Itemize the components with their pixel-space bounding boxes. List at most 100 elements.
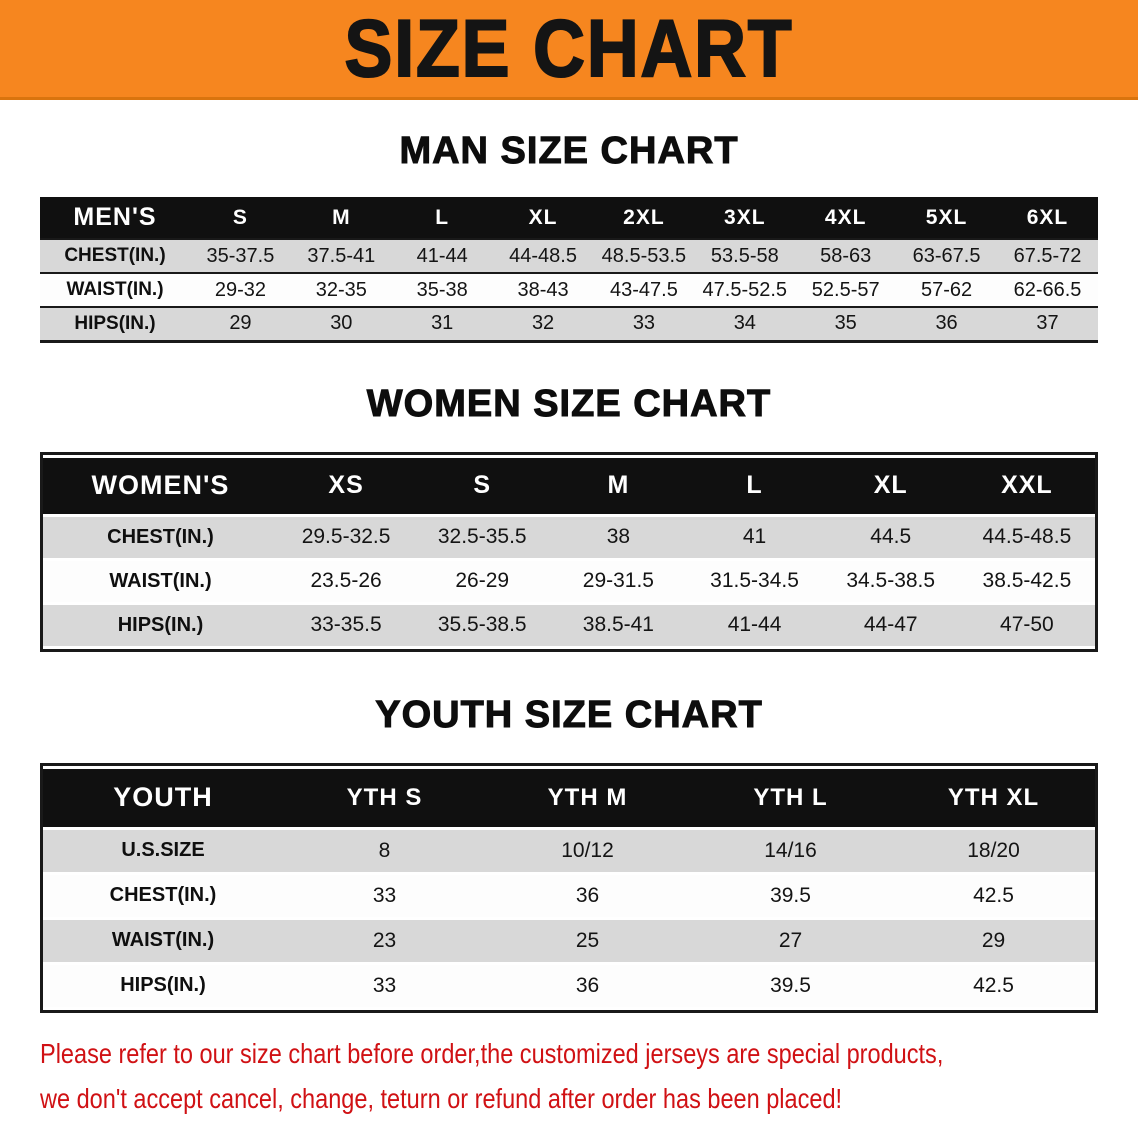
size-label-cell: XL	[873, 471, 908, 499]
women-size-section: WOMEN SIZE CHART WOMEN'S XS S M L XL XXL CHEST(…	[0, 382, 1138, 652]
measurement-label-cell: WAIST(IN.)	[111, 929, 215, 951]
measurement-row: CHEST(IN.) 35-37.5 37.5-41 41-44 44-48.5 48.5…	[40, 239, 1098, 273]
size-label-cell: 6XL	[1026, 205, 1069, 229]
measurement-row: CHEST(IN.) 29.5-32.5 32.5-35.5 38 41 44.5 44.5…	[43, 516, 1095, 558]
size-label-cell: YTH M	[547, 783, 628, 811]
measurement-value-cell: 44.5-48.5	[982, 525, 1072, 548]
measurement-value-cell: 30	[330, 312, 353, 335]
measurement-value-cell: 39.5	[770, 883, 811, 907]
table-title-cell: YOUTH	[113, 782, 213, 812]
measurement-value-cell: 29.5-32.5	[301, 525, 391, 548]
measurement-value-cell: 47.5-52.5	[702, 278, 788, 301]
measurement-label-cell: CHEST(IN.)	[107, 525, 214, 548]
size-label-cell: YTH L	[753, 783, 828, 811]
men-size-table: MEN'S S M L XL 2XL 3XL 4XL 5XL 6XL CHEST(IN.) 35-37…	[40, 197, 1098, 343]
size-label-cell: YTH S	[346, 783, 423, 811]
women-section-heading: WOMEN SIZE CHART	[366, 382, 772, 425]
measurement-value-cell: 36	[575, 973, 600, 997]
measurement-value-cell: 48.5-53.5	[601, 244, 687, 267]
women-size-table: WOMEN'S XS S M L XL XXL CHEST(IN.) 29.5-32.5 32.5…	[40, 451, 1098, 652]
measurement-value-cell: 38	[606, 525, 631, 548]
measurement-value-cell: 27	[778, 928, 803, 952]
men-section-heading: MAN SIZE CHART	[399, 130, 739, 173]
disclaimer-line-2: we don't accept cancel, change, teturn o…	[40, 1082, 843, 1114]
measurement-value-cell: 14/16	[764, 838, 817, 862]
measurement-value-cell: 37	[1036, 312, 1059, 335]
measurement-value-cell: 25	[575, 928, 600, 952]
measurement-value-cell: 35.5-38.5	[437, 613, 527, 636]
disclaimer: Please refer to our size chart before or…	[40, 1031, 1138, 1121]
measurement-value-cell: 31	[431, 312, 454, 335]
banner: SIZE CHART	[0, 0, 1138, 100]
measurement-row: HIPS(IN.) 29 30 31 32 33 34 35 36 37	[40, 307, 1098, 341]
measurement-value-cell: 32.5-35.5	[437, 525, 527, 548]
measurement-value-cell: 29	[981, 928, 1006, 952]
measurement-value-cell: 47-50	[1000, 613, 1054, 636]
measurement-value-cell: 33	[632, 312, 656, 335]
measurement-value-cell: 32-35	[315, 278, 367, 301]
measurement-value-cell: 29-32	[214, 278, 267, 301]
measurement-value-cell: 42.5	[973, 883, 1014, 907]
measurement-value-cell: 10/12	[561, 838, 614, 862]
measurement-value-cell: 41-44	[416, 244, 468, 267]
measurement-row: HIPS(IN.) 33 36 39.5 42.5	[43, 964, 1095, 1007]
size-label-cell: XS	[328, 471, 364, 499]
measurement-value-cell: 33	[372, 973, 397, 997]
measurement-row: CHEST(IN.) 33 36 39.5 42.5	[43, 874, 1095, 917]
measurement-value-cell: 34.5-38.5	[846, 569, 936, 592]
size-label-cell: L	[746, 471, 763, 499]
measurement-value-cell: 23	[372, 928, 397, 952]
measurement-label-cell: HIPS(IN.)	[120, 974, 206, 996]
size-label-cell: M	[332, 205, 351, 229]
measurement-row: WAIST(IN.) 29-32 32-35 35-38 38-43 43-47.5 47.…	[40, 273, 1098, 307]
measurement-value-cell: 31.5-34.5	[710, 569, 799, 592]
measurement-value-cell: 43-47.5	[610, 278, 678, 301]
measurement-value-cell: 41-44	[727, 613, 782, 636]
size-label-cell: L	[435, 205, 450, 229]
youth-section-heading: YOUTH SIZE CHART	[375, 693, 763, 736]
size-header-row: MEN'S S M L XL 2XL 3XL 4XL 5XL 6XL	[40, 197, 1098, 239]
size-label-cell: 3XL	[724, 205, 766, 229]
measurement-value-cell: 26-29	[455, 569, 510, 592]
measurement-row: WAIST(IN.) 23 25 27 29	[43, 919, 1095, 962]
measurement-label-cell: HIPS(IN.)	[74, 312, 156, 334]
measurement-label-cell: WAIST(IN.)	[109, 569, 212, 592]
measurement-value-cell: 18/20	[967, 838, 1020, 862]
size-label-cell: XL	[528, 205, 558, 229]
measurement-value-cell: 58-63	[820, 244, 872, 267]
men-size-section: MAN SIZE CHART MEN'S S M L XL 2XL 3XL 4XL 5XL 6XL…	[0, 130, 1138, 343]
measurement-value-cell: 44-47	[863, 613, 918, 636]
measurement-value-cell: 33-35.5	[310, 613, 382, 636]
disclaimer-line-1: Please refer to our size chart before or…	[40, 1037, 944, 1069]
size-label-cell: 5XL	[925, 205, 968, 229]
size-label-cell: 4XL	[824, 205, 867, 229]
measurement-value-cell: 33	[372, 883, 397, 907]
measurement-row: WAIST(IN.) 23.5-26 26-29 29-31.5 31.5-34.5 34…	[43, 560, 1095, 602]
measurement-value-cell: 35-38	[416, 278, 468, 301]
measurement-value-cell: 57-62	[920, 278, 973, 301]
size-label-cell: S	[232, 205, 248, 229]
measurement-value-cell: 8	[378, 838, 391, 862]
measurement-value-cell: 23.5-26	[310, 569, 382, 592]
measurement-label-cell: U.S.SIZE	[121, 839, 205, 861]
measurement-row: HIPS(IN.) 33-35.5 35.5-38.5 38.5-41 41-44 44-…	[43, 604, 1095, 646]
measurement-value-cell: 62-66.5	[1013, 278, 1082, 301]
size-label-cell: YTH XL	[947, 783, 1040, 811]
measurement-label-cell: CHEST(IN.)	[64, 245, 166, 266]
measurement-value-cell: 53.5-58	[710, 244, 779, 267]
measurement-value-cell: 36	[575, 883, 600, 907]
measurement-value-cell: 42.5	[973, 973, 1014, 997]
table-title-cell: WOMEN'S	[91, 470, 230, 500]
measurement-row: U.S.SIZE 8 10/12 14/16 18/20	[43, 829, 1095, 872]
table-title-cell: MEN'S	[73, 203, 157, 231]
measurement-value-cell: 35	[834, 312, 857, 335]
size-label-cell: XXL	[1001, 471, 1053, 499]
measurement-value-cell: 63-67.5	[912, 244, 981, 267]
measurement-value-cell: 67.5-72	[1013, 244, 1082, 267]
youth-size-section: YOUTH SIZE CHART YOUTH YTH S YTH M YTH L YTH…	[0, 693, 1138, 1013]
size-header-row: WOMEN'S XS S M L XL XXL	[43, 457, 1095, 514]
page-title: SIZE CHART	[344, 1, 794, 95]
size-label-cell: S	[473, 471, 492, 499]
measurement-value-cell: 38-43	[517, 278, 569, 301]
measurement-value-cell: 35-37.5	[206, 244, 275, 267]
